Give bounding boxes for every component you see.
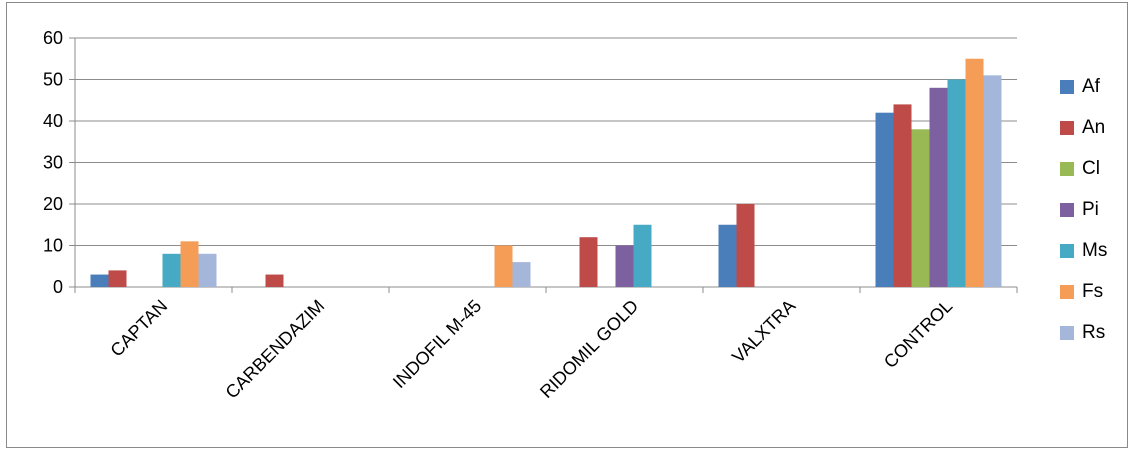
bar-an	[265, 274, 284, 287]
bar-an	[108, 270, 127, 287]
y-tick-label: 60	[43, 28, 63, 48]
legend-item-cl: Cl	[1060, 157, 1100, 181]
bar-rs	[983, 75, 1002, 287]
legend-item-an: An	[1060, 116, 1105, 140]
legend-item-ms: Ms	[1060, 239, 1107, 263]
legend-item-af: Af	[1060, 75, 1100, 99]
bar-af	[875, 112, 894, 287]
bar-fs	[180, 241, 199, 287]
legend-swatch	[1060, 162, 1074, 176]
bar-rs	[198, 253, 217, 287]
bar-an	[579, 237, 598, 287]
bar-fs	[965, 58, 984, 287]
legend-swatch	[1060, 244, 1074, 258]
y-tick-label: 10	[43, 236, 63, 256]
legend-item-pi: Pi	[1060, 198, 1099, 222]
y-tick-label: 0	[53, 277, 63, 297]
bar-cl	[911, 129, 930, 287]
bar-ms	[162, 253, 181, 287]
legend-swatch	[1060, 121, 1074, 135]
legend-label: Ms	[1082, 240, 1108, 261]
bar-an	[736, 204, 755, 287]
bar-ms	[633, 224, 652, 287]
legend-swatch	[1060, 326, 1074, 340]
legend-label: Fs	[1082, 281, 1104, 302]
legend-item-fs: Fs	[1060, 280, 1103, 304]
legend-item-rs: Rs	[1060, 321, 1105, 345]
bar-pi	[615, 245, 634, 287]
y-tick-label: 20	[43, 194, 63, 214]
x-category-label: INDOFIL M-45	[389, 296, 485, 392]
x-category-label: CONTROL	[880, 296, 956, 372]
legend-label: Rs	[1082, 322, 1106, 343]
x-category-label: RIDOMIL GOLD	[536, 296, 642, 402]
y-tick-label: 40	[43, 111, 63, 131]
y-tick-label: 30	[43, 153, 63, 173]
bar-pi	[929, 87, 948, 287]
x-category-label: CARBENDAZIM	[222, 296, 329, 403]
legend-label: Pi	[1082, 199, 1099, 220]
legend-label: Af	[1082, 76, 1100, 97]
x-category-label: VALXTRA	[728, 296, 799, 367]
bar-rs	[512, 262, 531, 287]
bar-an	[893, 104, 912, 288]
bar-ms	[947, 79, 966, 287]
legend-swatch	[1060, 203, 1074, 217]
y-tick-label: 50	[43, 70, 63, 90]
legend-swatch	[1060, 80, 1074, 94]
legend-swatch	[1060, 285, 1074, 299]
x-category-label: CAPTAN	[106, 296, 171, 361]
bar-af	[90, 274, 109, 287]
bar-fs	[494, 245, 513, 287]
legend-label: Cl	[1082, 158, 1100, 179]
legend-label: An	[1082, 117, 1106, 138]
bar-af	[718, 224, 737, 287]
